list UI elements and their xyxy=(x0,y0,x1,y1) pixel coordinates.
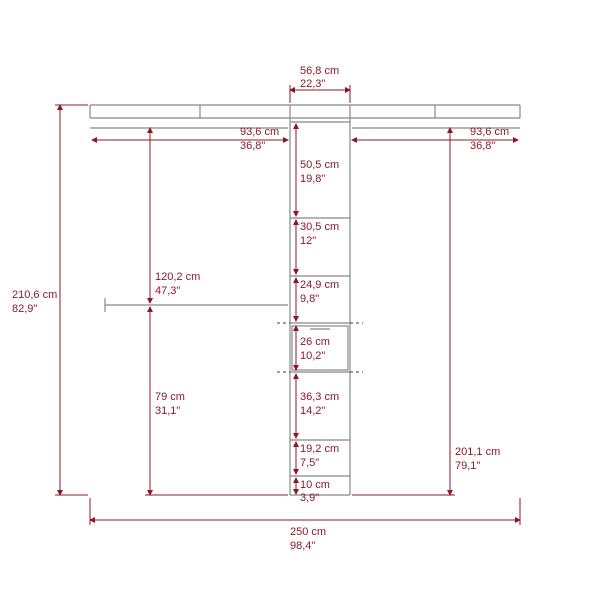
right-h-cm: 201,1 cm xyxy=(455,446,500,458)
s3-cm: 24,9 cm xyxy=(300,279,339,291)
s4-cm: 26 cm xyxy=(300,336,330,348)
left-lower-in: 31,1" xyxy=(155,405,180,417)
left-upper-cm: 120,2 cm xyxy=(155,271,200,283)
s3-in: 9,8" xyxy=(300,293,319,305)
s4-in: 10,2" xyxy=(300,350,325,362)
s2-cm: 30,5 cm xyxy=(300,221,339,233)
s1-in: 19,8" xyxy=(300,173,325,185)
s5-in: 14,2" xyxy=(300,405,325,417)
right-rod-cm: 93,6 cm xyxy=(470,126,509,138)
total-height-in: 82,9" xyxy=(12,303,37,315)
left-upper-in: 47,3" xyxy=(155,285,180,297)
s1-cm: 50,5 cm xyxy=(300,159,339,171)
left-rod-in: 36,8" xyxy=(240,140,265,152)
tower-width-cm: 56,8 cm xyxy=(300,65,339,77)
total-height-cm: 210,6 cm xyxy=(12,289,57,301)
s5-cm: 36,3 cm xyxy=(300,391,339,403)
closet-dimension-diagram: 210,6 cm 82,9" 250 cm 98,4" 56,8 cm 22,3… xyxy=(0,0,600,600)
left-lower-cm: 79 cm xyxy=(155,391,185,403)
right-h-in: 79,1" xyxy=(455,460,480,472)
total-width-in: 98,4" xyxy=(290,540,315,552)
left-rod-cm: 93,6 cm xyxy=(240,126,279,138)
tower-width-in: 22,3" xyxy=(300,78,325,90)
s2-in: 12" xyxy=(300,235,316,247)
s6-cm: 19,2 cm xyxy=(300,443,339,455)
right-rod-in: 36,8" xyxy=(470,140,495,152)
s7-in: 3,9" xyxy=(300,492,319,504)
s6-in: 7,5" xyxy=(300,457,319,469)
s7-cm: 10 cm xyxy=(300,479,330,491)
total-width-cm: 250 cm xyxy=(290,526,326,538)
